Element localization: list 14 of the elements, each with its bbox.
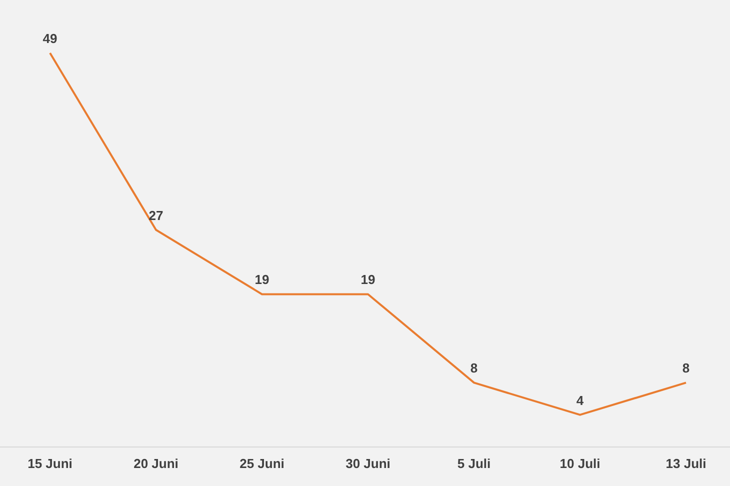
data-label: 8 [682,360,690,376]
x-tick-label: 20 Juni [134,456,178,471]
data-label: 27 [148,208,164,223]
x-tick-label: 25 Juni [240,456,284,471]
x-tick-label: 30 Juni [346,456,390,471]
x-tick-label: 10 Juli [560,456,600,471]
data-label: 8 [470,360,478,376]
data-label: 19 [254,272,270,288]
data-label: 19 [360,272,376,288]
data-label: 49 [42,31,58,46]
x-tick-label: 5 Juli [457,456,491,471]
x-tick-label: 13 Juli [666,456,706,471]
x-tick-label: 15 Juni [28,456,72,471]
data-label: 4 [576,392,584,408]
